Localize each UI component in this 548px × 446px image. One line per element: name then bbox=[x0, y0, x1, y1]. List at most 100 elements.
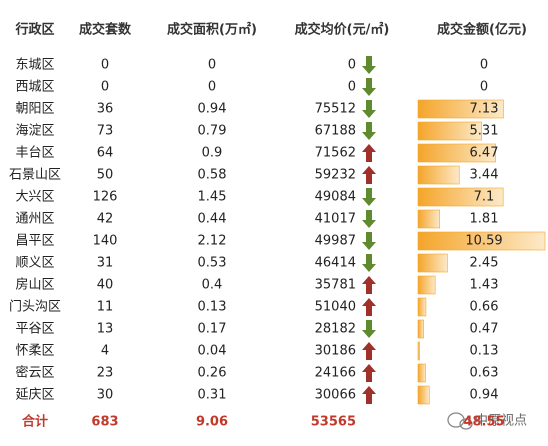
cell: 41017 bbox=[315, 212, 356, 227]
cell: 西城区 bbox=[15, 80, 54, 95]
watermark-icon bbox=[447, 412, 473, 430]
cell: 东城区 bbox=[15, 58, 54, 73]
cell: 30066 bbox=[315, 388, 356, 403]
cell: 0.58 bbox=[198, 168, 227, 183]
cell: 2.45 bbox=[470, 256, 499, 271]
cell: 房山区 bbox=[15, 277, 54, 293]
cell: 怀柔区 bbox=[15, 344, 54, 359]
cell: 28182 bbox=[315, 322, 356, 337]
cell: 平谷区 bbox=[15, 322, 54, 337]
trend-up-arrow bbox=[362, 276, 376, 294]
header-cell: 成交面积(万㎡) bbox=[167, 22, 257, 38]
cell: 71562 bbox=[315, 146, 356, 161]
cell: 7.13 bbox=[470, 102, 499, 117]
trend-up-arrow bbox=[362, 364, 376, 382]
cell: 0.63 bbox=[470, 366, 499, 381]
amount-bar bbox=[417, 385, 430, 405]
cell: 30186 bbox=[315, 344, 356, 359]
cell: 0 bbox=[101, 80, 109, 95]
cell: 51040 bbox=[315, 300, 356, 315]
cell: 0 bbox=[208, 58, 216, 73]
cell: 延庆区 bbox=[15, 388, 54, 403]
cell: 0.04 bbox=[198, 344, 227, 359]
cell: 朝阳区 bbox=[15, 102, 54, 117]
amount-bar bbox=[417, 143, 496, 163]
cell: 0.47 bbox=[470, 322, 499, 337]
trend-up-arrow bbox=[362, 342, 376, 360]
cell: 石景山区 bbox=[9, 168, 61, 183]
amount-bar bbox=[417, 209, 441, 229]
trend-down-arrow bbox=[362, 210, 376, 228]
cell: 73 bbox=[97, 124, 114, 139]
cell: 0.31 bbox=[198, 388, 227, 403]
cell: 49084 bbox=[315, 190, 356, 205]
amount-bar bbox=[417, 275, 436, 295]
cell: 42 bbox=[97, 212, 114, 227]
trend-up-arrow bbox=[362, 386, 376, 404]
cell: 1.43 bbox=[470, 278, 499, 293]
cell: 0.26 bbox=[198, 366, 227, 381]
cell: 46414 bbox=[315, 256, 356, 271]
total-cell: 683 bbox=[91, 415, 118, 430]
cell: 3.44 bbox=[470, 168, 499, 183]
amount-bar bbox=[417, 253, 448, 273]
cell: 6.47 bbox=[470, 146, 499, 161]
amount-bar bbox=[417, 319, 424, 339]
cell: 11 bbox=[97, 300, 114, 315]
cell: 2.12 bbox=[198, 234, 227, 249]
cell: 0.53 bbox=[198, 256, 227, 271]
cell: 顺义区 bbox=[15, 256, 54, 271]
cell: 丰台区 bbox=[15, 146, 54, 161]
cell: 30 bbox=[97, 388, 114, 403]
cell: 0.4 bbox=[202, 278, 223, 293]
cell: 75512 bbox=[315, 102, 356, 117]
cell: 23 bbox=[97, 366, 114, 381]
cell: 0.66 bbox=[470, 300, 499, 315]
cell: 0 bbox=[480, 80, 488, 95]
cell: 64 bbox=[97, 146, 114, 161]
cell: 13 bbox=[97, 322, 114, 337]
amount-bar bbox=[417, 231, 546, 251]
cell: 门头沟区 bbox=[9, 300, 61, 315]
amount-bar bbox=[417, 121, 482, 141]
cell: 1.45 bbox=[198, 190, 227, 205]
trend-down-arrow bbox=[362, 188, 376, 206]
amount-bar bbox=[417, 341, 420, 361]
cell: 49987 bbox=[315, 234, 356, 249]
trend-down-arrow bbox=[362, 320, 376, 338]
cell: 140 bbox=[93, 234, 118, 249]
amount-bar bbox=[417, 363, 426, 383]
trend-up-arrow bbox=[362, 144, 376, 162]
amount-bar bbox=[417, 165, 460, 185]
header-cell: 成交均价(元/㎡) bbox=[295, 22, 390, 38]
cell: 0 bbox=[480, 58, 488, 73]
trend-down-arrow bbox=[362, 56, 376, 74]
trend-up-arrow bbox=[362, 298, 376, 316]
cell: 海淀区 bbox=[15, 124, 54, 139]
header-cell: 成交套数 bbox=[79, 22, 132, 38]
total-cell: 53565 bbox=[311, 415, 356, 430]
total-cell: 48.55 bbox=[463, 415, 504, 430]
cell: 59232 bbox=[315, 168, 356, 183]
cell: 24166 bbox=[315, 366, 356, 381]
trend-down-arrow bbox=[362, 78, 376, 96]
cell: 0 bbox=[101, 58, 109, 73]
header-cell: 行政区 bbox=[14, 22, 54, 38]
trend-down-arrow bbox=[362, 100, 376, 118]
cell: 10.59 bbox=[465, 234, 502, 249]
cell: 31 bbox=[97, 256, 114, 271]
cell: 1.81 bbox=[470, 212, 499, 227]
amount-bar bbox=[417, 297, 427, 317]
cell: 7.1 bbox=[474, 190, 495, 205]
cell: 昌平区 bbox=[15, 234, 54, 249]
cell: 36 bbox=[97, 102, 114, 117]
trend-down-arrow bbox=[362, 254, 376, 272]
cell: 大兴区 bbox=[15, 190, 54, 205]
cell: 0.94 bbox=[198, 102, 227, 117]
total-cell: 合计 bbox=[22, 414, 48, 430]
total-cell: 9.06 bbox=[196, 415, 228, 430]
cell: 0.17 bbox=[198, 322, 227, 337]
amount-bar bbox=[417, 187, 504, 207]
